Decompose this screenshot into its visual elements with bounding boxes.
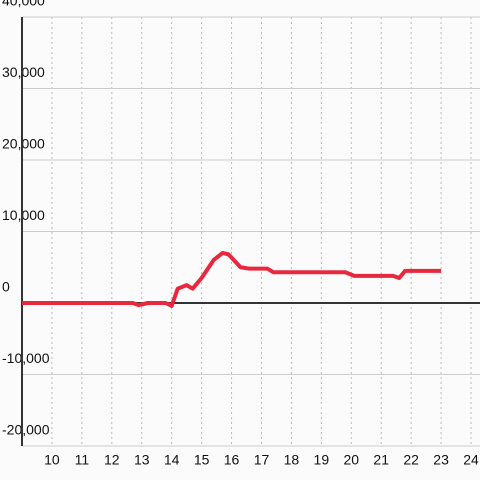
data-line [22, 250, 442, 308]
y-tick-label: 40,000 [2, 0, 45, 9]
x-tick-label: 18 [284, 452, 300, 468]
x-tick-label: 19 [314, 452, 330, 468]
x-tick-label: 23 [433, 452, 449, 468]
x-tick-label: 11 [75, 452, 90, 468]
x-tick-label: 12 [104, 452, 120, 468]
y-tick-label: 0 [2, 279, 10, 295]
y-tick-label: -20,000 [2, 422, 50, 438]
y-tick-label: 20,000 [2, 136, 45, 152]
x-tick-label: 14 [164, 452, 180, 468]
x-tick-label: 24 [463, 452, 479, 468]
x-tick-label: 17 [254, 452, 270, 468]
x-tick-label: 13 [134, 452, 150, 468]
x-tick-label: 15 [194, 452, 210, 468]
x-tick-label: 10 [44, 452, 60, 468]
x-tick-label: 20 [343, 452, 359, 468]
y-tick-label: -10,000 [2, 350, 50, 366]
x-tick-label: 16 [224, 452, 240, 468]
x-tick-label: 21 [373, 452, 389, 468]
y-tick-label: 10,000 [2, 207, 45, 223]
x-tick-label: 22 [403, 452, 419, 468]
y-tick-label: 30,000 [2, 64, 45, 80]
